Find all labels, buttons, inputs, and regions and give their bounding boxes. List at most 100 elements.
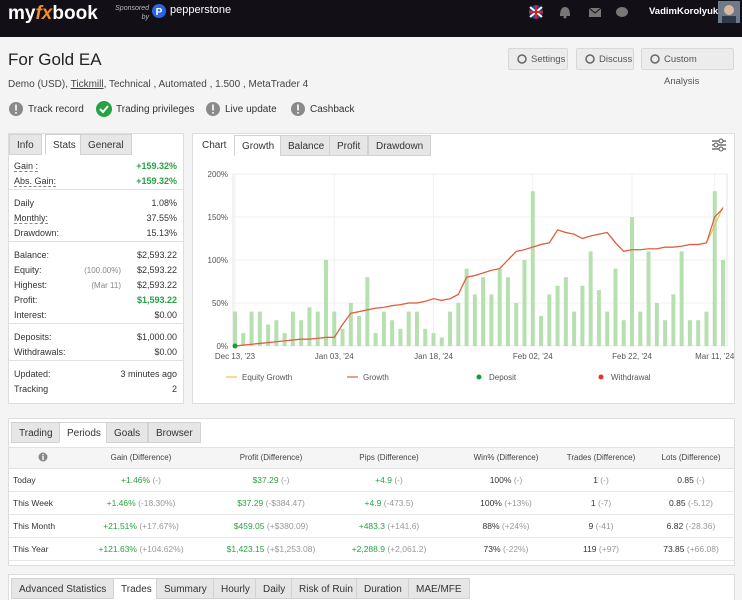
tab[interactable]: Stats — [45, 134, 84, 155]
toolbar-button[interactable]: Discuss — [576, 48, 634, 70]
header-icons — [529, 5, 628, 19]
bar — [671, 294, 676, 346]
chart-settings-icon[interactable] — [711, 138, 727, 152]
stat-value: +159.32% — [136, 176, 177, 186]
stat-label: Daily — [14, 198, 35, 208]
cell-value: 100% — [489, 475, 512, 485]
meta-text: , Technical , Automated , 1.500 , MetaTr… — [103, 79, 309, 90]
cell-difference: (-18.30%) — [138, 498, 176, 508]
button-icon — [585, 54, 595, 64]
bar — [249, 311, 254, 346]
tab[interactable]: Duration — [356, 578, 410, 599]
tab[interactable]: Daily — [255, 578, 294, 599]
badge-icon — [206, 102, 220, 116]
bar — [721, 260, 725, 346]
tab[interactable]: Goals — [106, 422, 149, 443]
tab[interactable]: Risk of Ruin — [291, 578, 361, 599]
tab[interactable]: Trading — [11, 422, 61, 443]
bar — [274, 320, 279, 346]
logo[interactable]: myfxbook — [8, 3, 98, 25]
stat-note: (100.00%) — [84, 266, 121, 275]
username[interactable]: VadimKorolyuk — [649, 6, 719, 17]
cell-value: 0.85 — [669, 498, 686, 508]
cell-value: 119 — [582, 544, 597, 554]
cell-value: +121.63% — [98, 544, 137, 554]
tab[interactable]: Summary — [156, 578, 215, 599]
bar — [613, 268, 618, 346]
cell-difference: (-22%) — [502, 544, 529, 554]
bar — [464, 268, 469, 346]
event-dot — [232, 343, 238, 349]
row-label: Today — [13, 475, 36, 485]
broker-link[interactable]: Tickmill — [70, 79, 104, 90]
stat-value: +159.32% — [136, 161, 177, 171]
bar — [654, 303, 659, 346]
cell-difference: (+13%) — [504, 498, 532, 508]
bar — [472, 294, 477, 346]
tab[interactable]: Info — [9, 134, 42, 155]
table-cell: 9 (-41) — [531, 521, 671, 531]
bar — [348, 303, 353, 346]
table-cell: +483.3 (+141.6) — [319, 521, 459, 531]
cell-difference: (-28.36) — [685, 521, 716, 531]
tab[interactable]: Browser — [148, 422, 201, 443]
bar — [456, 303, 461, 346]
toolbar-button[interactable]: Settings — [508, 48, 568, 70]
table-cell: 100% (+13%) — [436, 498, 576, 508]
sponsor-name[interactable]: pepperstone — [170, 4, 232, 16]
tab[interactable]: Balance — [280, 135, 333, 156]
tab[interactable]: Periods — [59, 422, 109, 443]
cell-difference: (-) — [394, 475, 403, 485]
row-label: This Year — [13, 544, 49, 554]
avatar[interactable] — [718, 1, 740, 23]
bar — [555, 285, 560, 346]
legend-swatch — [476, 374, 482, 380]
table-cell: 119 (+97) — [531, 544, 671, 554]
cell-value: +1.46% — [106, 498, 136, 508]
y-tick-label: 0% — [216, 342, 228, 351]
stat-label: Monthly: — [14, 213, 49, 224]
tab[interactable]: Advanced Statistics — [11, 578, 115, 599]
bar — [406, 311, 411, 346]
stat-note: (Mar 11) — [91, 281, 121, 290]
toolbar-button[interactable]: Custom Analysis — [641, 48, 734, 87]
separator — [9, 323, 183, 324]
legend-swatch — [598, 374, 604, 380]
y-tick-label: 200% — [208, 170, 228, 179]
tab[interactable]: Hourly — [213, 578, 258, 599]
tab[interactable]: Drawdown — [368, 135, 432, 156]
cell-difference: (+24%) — [501, 521, 530, 531]
column-header: Profit (Difference) — [239, 453, 303, 462]
tab[interactable]: Profit — [329, 135, 369, 156]
badge-icon — [96, 101, 112, 117]
legend-label: Equity Growth — [242, 373, 292, 382]
y-tick-label: 50% — [212, 299, 228, 308]
cell-value: 73.85 — [663, 544, 685, 554]
bar — [679, 251, 684, 346]
cell-difference: (+2,061.2) — [387, 544, 427, 554]
table-cell: 88% (+24%) — [436, 521, 576, 531]
tab[interactable]: General — [80, 134, 132, 155]
bar — [414, 311, 419, 346]
y-tick-label: 100% — [208, 256, 228, 265]
tab[interactable]: Growth — [234, 135, 283, 156]
bar — [439, 337, 444, 346]
chart-panel: 0% 50% 100% 150% 200% Dec 13, '23 Jan 03, '24 J… — [192, 133, 735, 404]
stat-value: $0.00 — [154, 347, 177, 357]
bar — [282, 333, 287, 346]
cell-difference: (-) — [152, 475, 161, 485]
bar — [663, 320, 668, 346]
stat-value: $2,593.22 — [136, 265, 177, 275]
column-header: Trades (Difference) — [566, 453, 636, 462]
cell-difference: (+17.67%) — [139, 521, 179, 531]
table-cell: 6.82 (-28.36) — [621, 521, 742, 531]
column-header: Gain (Difference) — [110, 453, 172, 462]
bar — [530, 191, 535, 346]
table-row — [9, 468, 734, 492]
stat-label: Profit: — [14, 295, 38, 305]
column-header: Win% (Difference) — [473, 453, 539, 462]
cell-difference: (-) — [280, 475, 290, 485]
table-cell: +2,288.9 (+2,061.2) — [319, 544, 459, 554]
tab[interactable]: Trades — [113, 578, 160, 599]
tab[interactable]: MAE/MFE — [408, 578, 470, 599]
